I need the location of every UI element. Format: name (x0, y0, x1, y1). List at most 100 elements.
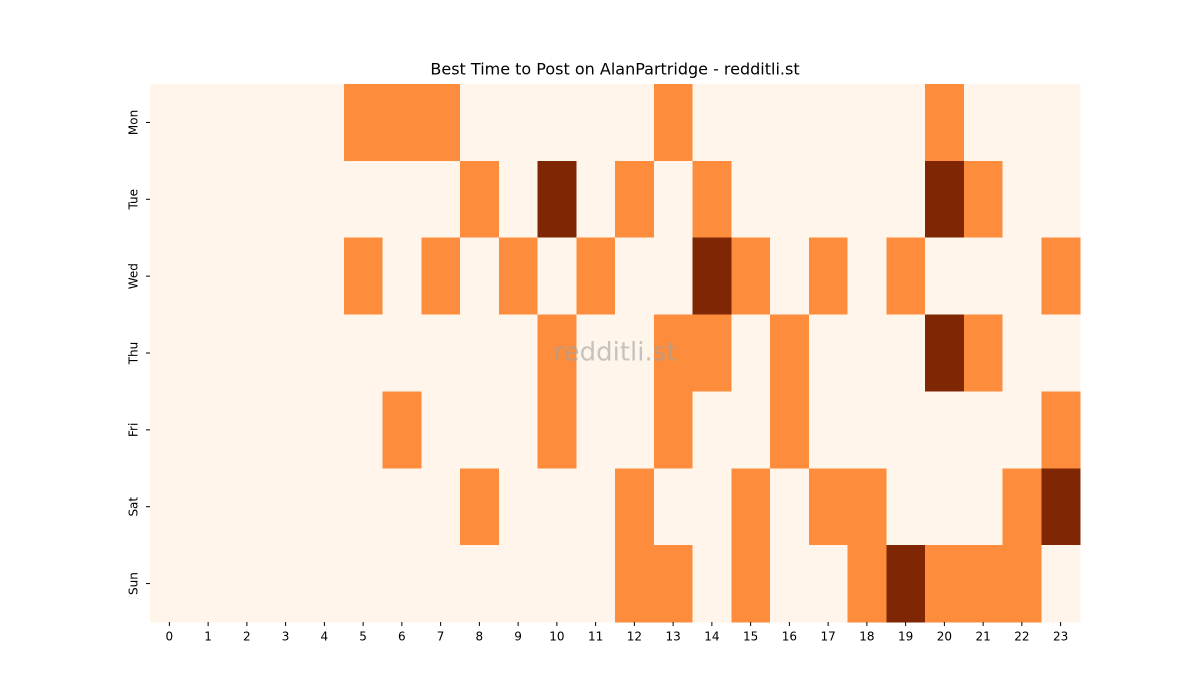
heatmap-cell (266, 84, 306, 162)
heatmap-cell (925, 314, 965, 392)
heatmap-cell (305, 84, 345, 162)
heatmap-cell (421, 237, 461, 316)
heatmap-cell (925, 468, 965, 546)
heatmap-cell (770, 391, 810, 469)
heatmap-cell (925, 84, 965, 162)
heatmap-cell (227, 237, 267, 316)
x-tick-label: 16 (782, 630, 797, 644)
heatmap-cell (421, 314, 461, 392)
x-tick-label: 19 (898, 630, 913, 644)
chart-title: Best Time to Post on AlanPartridge - red… (430, 60, 799, 79)
heatmap-cell (150, 237, 190, 316)
heatmap-cell (808, 237, 848, 316)
heatmap-cell (498, 391, 538, 469)
heatmap-cell (770, 160, 810, 239)
heatmap-cell (421, 84, 461, 162)
y-tick-label: Tue (127, 189, 141, 211)
heatmap-cell (847, 314, 887, 392)
heatmap-cell (266, 160, 306, 239)
heatmap-cell (692, 468, 732, 546)
heatmap-cell (653, 391, 693, 469)
x-tick-label: 22 (1014, 630, 1029, 644)
heatmap-cell (537, 237, 577, 316)
heatmap-cell (343, 468, 383, 546)
heatmap-cell (150, 545, 190, 623)
heatmap-cell (925, 545, 965, 623)
heatmap-cell (886, 545, 926, 623)
y-tick-label: Sun (127, 572, 141, 595)
x-tick-label: 23 (1053, 630, 1068, 644)
heatmap-cell (692, 545, 732, 623)
heatmap-cell (227, 160, 267, 239)
heatmap-cell (498, 468, 538, 546)
heatmap-cell (1041, 391, 1081, 469)
x-tick-label: 9 (514, 630, 522, 644)
heatmap-cell (963, 84, 1003, 162)
heatmap-cell (963, 545, 1003, 623)
heatmap-cell (963, 468, 1003, 546)
y-tick-label: Thu (127, 342, 141, 366)
heatmap-cell (188, 84, 228, 162)
heatmap-cell (421, 545, 461, 623)
heatmap-cell (886, 237, 926, 316)
heatmap-cell (460, 84, 500, 162)
heatmap-cell (925, 237, 965, 316)
x-tick-label: 2 (243, 630, 251, 644)
heatmap-cell (343, 391, 383, 469)
heatmap-cell (150, 468, 190, 546)
heatmap-cell (770, 84, 810, 162)
heatmap-cell (537, 545, 577, 623)
heatmap-cell (382, 84, 422, 162)
heatmap-cell (498, 160, 538, 239)
heatmap-cell (1041, 468, 1081, 546)
heatmap-cell (963, 160, 1003, 239)
heatmap-cell (576, 160, 616, 239)
heatmap-cell (227, 314, 267, 392)
heatmap-cell (847, 545, 887, 623)
heatmap-cell (847, 391, 887, 469)
heatmap-cell (227, 391, 267, 469)
heatmap-cell (150, 391, 190, 469)
heatmap-cell (382, 468, 422, 546)
x-tick-label: 21 (975, 630, 990, 644)
heatmap-cell (886, 468, 926, 546)
heatmap-cell (343, 314, 383, 392)
heatmap-cell (847, 160, 887, 239)
heatmap-cell (692, 237, 732, 316)
y-tick-label: Wed (127, 263, 141, 289)
y-tick-label: Fri (127, 423, 141, 437)
heatmap-cell (808, 314, 848, 392)
heatmap-cell (576, 84, 616, 162)
x-tick-label: 8 (476, 630, 484, 644)
heatmap-cell (615, 391, 655, 469)
heatmap-cell (305, 237, 345, 316)
heatmap-cell (421, 160, 461, 239)
heatmap-cell (227, 84, 267, 162)
heatmap-cell (615, 545, 655, 623)
heatmap-cell (498, 314, 538, 392)
heatmap-cell (847, 237, 887, 316)
heatmap-cell (615, 84, 655, 162)
heatmap-cell (847, 468, 887, 546)
heatmap-cell (421, 468, 461, 546)
heatmap-cell (653, 314, 693, 392)
heatmap-cell (886, 160, 926, 239)
heatmap-cell (188, 237, 228, 316)
heatmap-cell (615, 160, 655, 239)
y-tick-label: Sat (127, 497, 141, 517)
heatmap-cell (576, 314, 616, 392)
heatmap-cell (460, 237, 500, 316)
x-tick-label: 12 (627, 630, 642, 644)
heatmap-cell (653, 160, 693, 239)
heatmap-cell (692, 314, 732, 392)
heatmap-cell (692, 84, 732, 162)
heatmap-cell (498, 84, 538, 162)
heatmap-cell (963, 237, 1003, 316)
heatmap-cell (227, 468, 267, 546)
heatmap-cell (266, 391, 306, 469)
heatmap-cell (576, 468, 616, 546)
x-tick-label: 14 (704, 630, 719, 644)
heatmap-cell (1002, 237, 1042, 316)
heatmap-cell (653, 84, 693, 162)
